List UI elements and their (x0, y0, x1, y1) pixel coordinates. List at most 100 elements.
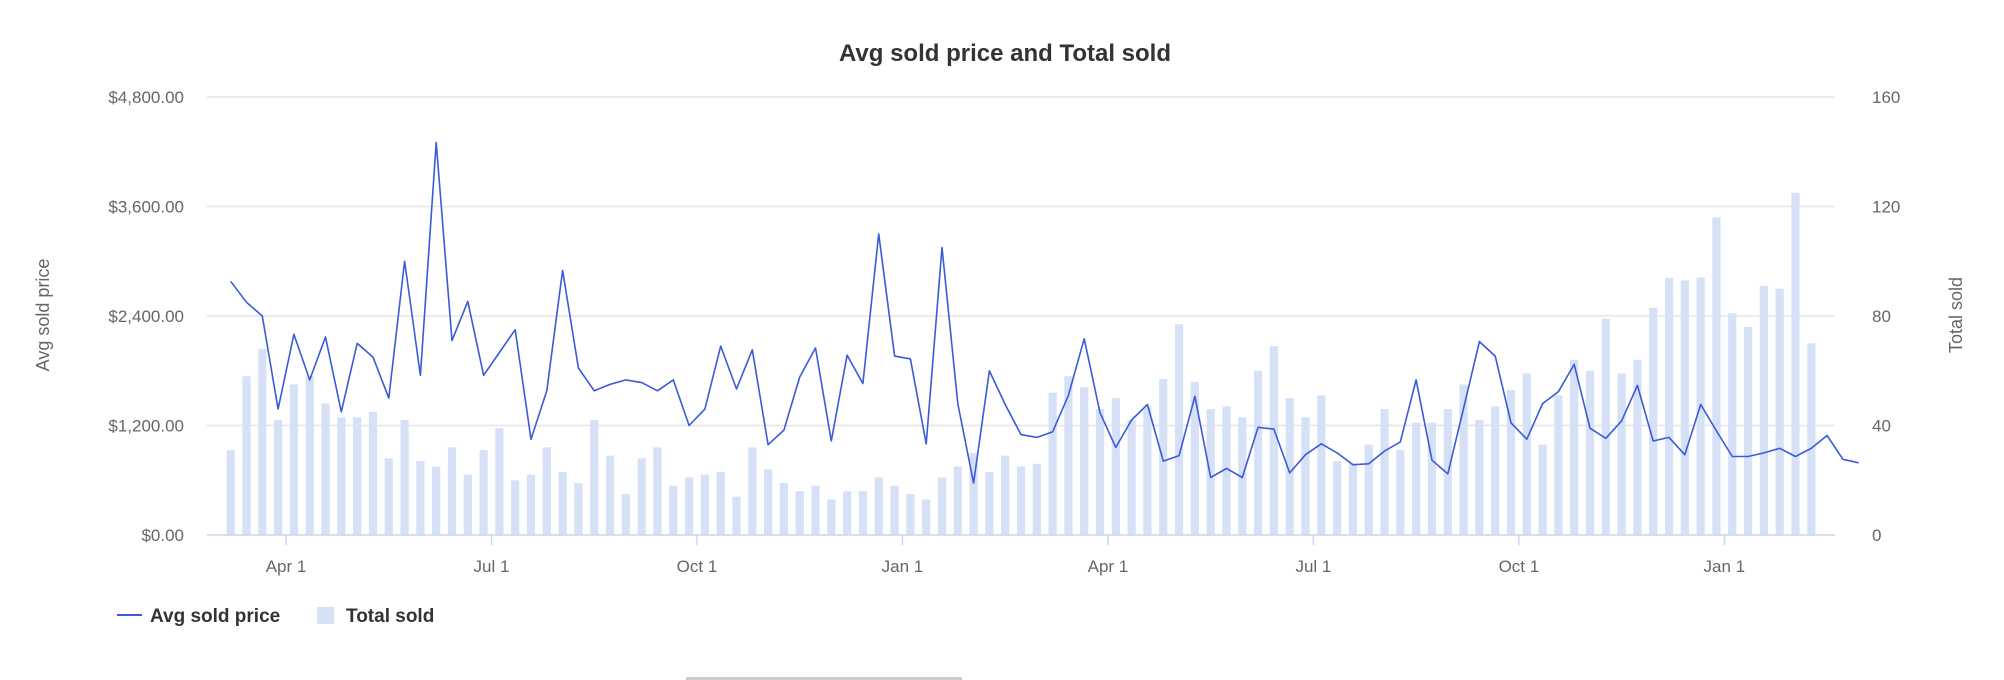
bar-total-sold (1317, 395, 1326, 535)
bar-total-sold (874, 477, 883, 535)
bar-total-sold (1538, 444, 1547, 535)
bar-total-sold (1301, 417, 1310, 535)
left-tick-label: $2,400.00 (108, 307, 184, 326)
bar-total-sold (906, 493, 915, 535)
legend-item-avg-sold-price[interactable]: Avg sold price (117, 606, 280, 627)
bar-total-sold (400, 420, 409, 535)
bar-total-sold (1475, 420, 1484, 535)
bar-total-sold (937, 477, 947, 535)
bar-total-sold (590, 420, 599, 535)
left-tick-label: $1,200.00 (108, 417, 184, 436)
bar-total-sold (748, 447, 757, 535)
x-tick-label: Jan 1 (882, 557, 924, 576)
bar-total-sold (621, 493, 630, 535)
x-tick-label: Jan 1 (1704, 557, 1746, 576)
right-tick-label: 80 (1872, 307, 1891, 326)
bar-total-sold (447, 447, 457, 535)
bar-total-sold (795, 491, 804, 535)
bar-total-sold (969, 452, 978, 535)
bar-total-sold (1728, 313, 1737, 535)
bar-total-sold (226, 450, 235, 535)
bar-total-sold (463, 474, 472, 535)
bar-total-sold (1759, 285, 1768, 535)
bar-total-sold (1570, 359, 1579, 535)
chart-title: Avg sold price and Total sold (839, 40, 1171, 67)
bar-total-sold (1253, 370, 1263, 535)
x-tick-label: Apr 1 (266, 557, 307, 576)
bar-total-sold (1269, 346, 1279, 535)
right-axis-title: Total sold (1946, 277, 1966, 353)
bar-total-sold (1491, 406, 1500, 535)
bar-total-sold (1333, 461, 1342, 535)
legend: Avg sold price Total sold (117, 606, 434, 627)
bar-total-sold (1111, 398, 1120, 535)
bar-total-sold (1001, 455, 1010, 535)
bar-total-sold (1143, 406, 1152, 535)
bar-total-sold (953, 466, 962, 535)
legend-label-total-sold: Total sold (346, 606, 434, 627)
right-tick-label: 40 (1872, 417, 1891, 436)
bar-total-sold (1016, 466, 1026, 535)
bar-total-sold (1127, 420, 1136, 535)
bar-total-sold (1554, 395, 1563, 535)
bar-total-sold (716, 472, 725, 535)
bar-total-sold (1775, 288, 1784, 535)
bar-total-sold (653, 447, 662, 535)
left-tick-label: $0.00 (141, 526, 184, 545)
bar-total-sold (1032, 463, 1041, 535)
bar-total-sold (1190, 381, 1199, 535)
bar-total-sold (669, 485, 678, 535)
left-axis-title: Avg sold price (33, 259, 53, 372)
bar-total-sold (1664, 277, 1674, 535)
bar-total-sold (1601, 318, 1610, 535)
bar-total-sold (1095, 409, 1105, 535)
bar-total-sold (1712, 217, 1721, 535)
right-tick-label: 160 (1872, 88, 1900, 107)
bar-total-sold (1364, 444, 1373, 535)
bar-total-sold (258, 348, 267, 535)
bar-total-sold (526, 474, 536, 535)
bar-total-sold (511, 480, 520, 535)
bar-total-sold (1396, 450, 1405, 535)
right-tick-label: 0 (1872, 526, 1881, 545)
bar-total-sold (368, 411, 378, 535)
bar-total-sold (1791, 192, 1800, 535)
legend-label-avg-sold-price: Avg sold price (150, 606, 280, 627)
bar-total-sold (1459, 384, 1468, 535)
bar-total-sold (1174, 324, 1184, 535)
bar-total-sold (1506, 389, 1516, 535)
bar-total-sold (337, 417, 346, 535)
legend-item-total-sold[interactable]: Total sold (317, 606, 434, 627)
bar-total-sold (1064, 376, 1073, 535)
bar-total-sold (1617, 373, 1626, 535)
bar-total-sold (732, 496, 741, 535)
bar-total-sold (922, 499, 931, 535)
bar-total-sold (1380, 409, 1389, 535)
bar-total-sold (1159, 378, 1168, 535)
x-tick-label: Oct 1 (677, 557, 718, 576)
bar-total-sold (605, 455, 615, 535)
bar-total-sold (432, 466, 441, 535)
bar-total-sold (700, 474, 709, 535)
right-tick-label: 120 (1872, 198, 1900, 217)
bar-total-sold (305, 376, 314, 535)
legend-bar-icon (317, 607, 334, 624)
bar-total-sold (479, 450, 488, 535)
x-axis-ticks: Apr 1 Jul 1 Oct 1 Jan 1 Apr 1 Jul 1 Oct 1 Jan 1 (266, 535, 1745, 576)
bar-total-sold (890, 485, 899, 535)
navigator-scrollbar[interactable] (686, 677, 962, 680)
bar-total-sold (495, 428, 504, 535)
bar-total-sold (289, 384, 299, 535)
bar-total-sold (574, 482, 583, 535)
avg-price-line (230, 141, 1859, 484)
bar-total-sold (1427, 422, 1437, 535)
bar-total-sold (779, 482, 789, 535)
bar-total-sold (827, 499, 836, 535)
bar-total-sold (843, 491, 852, 535)
bar-total-sold (1048, 392, 1057, 535)
bar-total-sold (1649, 307, 1658, 535)
bar-total-sold (1348, 463, 1358, 535)
x-tick-label: Jul 1 (474, 557, 510, 576)
bar-total-sold (1807, 343, 1816, 535)
